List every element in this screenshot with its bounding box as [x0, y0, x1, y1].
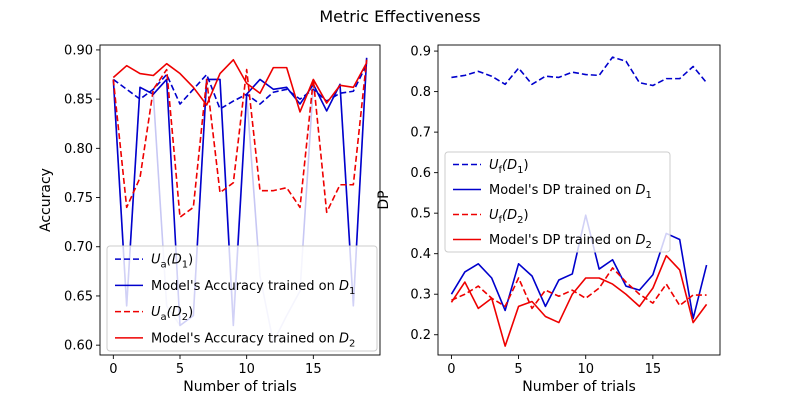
legend-label-subscript: 2	[517, 215, 523, 226]
x-tick-label: 10	[577, 362, 594, 377]
series-line-0	[112, 64, 368, 110]
legend-item: Model's DP trained on D1	[453, 183, 652, 201]
legend-label-part: Model's Accuracy trained on	[151, 331, 339, 346]
y-tick-label: 0.7	[410, 126, 431, 141]
y-tick-label: 0.8	[410, 85, 431, 100]
legend-label-part: )	[188, 253, 193, 268]
y-tick-label: 0.85	[64, 93, 93, 108]
y-tick-label: 0.2	[410, 328, 431, 343]
x-tick-label: 0	[109, 362, 117, 377]
legend-label-part: U	[489, 208, 499, 223]
legend-label: Ua(D1)	[151, 253, 193, 271]
legend-item: Ua(D1)	[115, 253, 193, 271]
legend-label-subscript: 1	[645, 190, 651, 201]
legend-label-part: )	[524, 158, 529, 173]
legend-label: Uf(D1)	[489, 158, 529, 176]
y-axis-label: DP	[376, 190, 392, 209]
legend-item: Model's Accuracy trained on D1	[115, 279, 355, 297]
y-tick-label: 0.70	[64, 240, 93, 255]
legend-label-part: D	[339, 279, 349, 294]
legend-label-part: Model's Accuracy trained on	[151, 279, 339, 294]
y-tick-label: 0.3	[410, 288, 431, 303]
legend-label-part: (D	[502, 158, 517, 173]
legend-label-subscript: 1	[517, 165, 523, 176]
legend-label-part: )	[188, 305, 193, 320]
x-tick-label: 0	[447, 362, 455, 377]
legend-label: Model's Accuracy trained on D1	[151, 279, 355, 297]
legend-item: Model's Accuracy trained on D2	[115, 331, 355, 349]
legend-item: Uf(D2)	[453, 208, 529, 226]
y-tick-label: 0.65	[64, 289, 93, 304]
legend-label-part: D	[339, 331, 349, 346]
legend-label: Model's DP trained on D1	[489, 183, 652, 201]
y-tick-label: 0.90	[64, 43, 93, 58]
x-tick-label: 15	[305, 362, 322, 377]
y-tick-label: 0.5	[410, 207, 431, 222]
series-line-2	[112, 57, 368, 344]
x-tick-label: 5	[514, 362, 522, 377]
y-tick-label: 0.80	[64, 142, 93, 157]
plot-frame	[437, 44, 721, 356]
legend-label-part: (D	[167, 253, 182, 268]
y-axis-label: Accuracy	[38, 168, 54, 232]
legend-label-subscript: 1	[349, 286, 355, 297]
legend-item: Model's DP trained on D2	[453, 233, 652, 251]
x-tick-label: 10	[238, 362, 255, 377]
legend-label: Model's Accuracy trained on D2	[151, 331, 355, 349]
y-tick-label: 0.6	[410, 166, 431, 181]
legend-label: Model's DP trained on D2	[489, 233, 652, 251]
y-tick-label: 0.4	[410, 247, 431, 262]
legend-label-subscript: 2	[182, 312, 188, 323]
x-tick-label: 5	[176, 362, 184, 377]
dp-chart: 0 5 10 15 0.2 0.3 0.4 0.5 0.6 0.7 0.8 0.9 Number of …	[376, 44, 721, 395]
legend-label-subscript: f	[499, 215, 503, 226]
legend-label-part: (D	[167, 305, 182, 320]
figure-title: Metric Effectiveness	[319, 7, 480, 26]
series-line-2	[451, 267, 707, 310]
legend-label-subscript: f	[499, 165, 503, 176]
y-tick-label: 0.9	[410, 45, 431, 60]
legend-box	[444, 151, 671, 253]
legend-label-part: Model's DP trained on	[489, 233, 635, 248]
legend-label-part: D	[635, 233, 645, 248]
series-line-3	[112, 59, 368, 219]
legend-label-part: (D	[502, 208, 517, 223]
legend-item: Ua(D2)	[115, 305, 193, 323]
legend-label-part: U	[489, 158, 499, 173]
x-tick-label: 15	[645, 362, 662, 377]
legend-label-subscript: a	[161, 260, 167, 271]
legend-item: Uf(D1)	[453, 158, 529, 176]
legend: Ua(D1)Model's Accuracy trained on D1Ua(D…	[106, 245, 378, 352]
series-line-3	[450, 254, 708, 347]
legend: Uf(D1)Model's DP trained on D1Uf(D2)Mode…	[444, 151, 671, 253]
x-axis-label: Number of trials	[183, 379, 297, 395]
legend-label-subscript: 2	[349, 338, 355, 349]
legend-label-part: D	[635, 183, 645, 198]
plot-frame	[99, 44, 381, 356]
series-line-4	[112, 58, 368, 113]
legend-label-subscript: a	[161, 312, 167, 323]
legend-label-part: Model's DP trained on	[489, 183, 635, 198]
legend-label-part: U	[151, 253, 161, 268]
legend-label: Uf(D2)	[489, 208, 529, 226]
x-axis-label: Number of trials	[522, 379, 636, 395]
legend-box	[106, 245, 378, 352]
legend-label-part: U	[151, 305, 161, 320]
legend-label-subscript: 1	[182, 260, 188, 271]
legend-label-subscript: 2	[645, 240, 651, 251]
legend-label-part: )	[524, 208, 529, 223]
accuracy-chart: 0 5 10 15 0.60 0.65 0.70 0.75 0.80 0.85 0.90 Number…	[38, 43, 381, 395]
y-tick-label: 0.75	[64, 191, 93, 206]
y-tick-label: 0.60	[64, 339, 93, 354]
legend-label: Ua(D2)	[151, 305, 193, 323]
series-line-1	[112, 57, 368, 327]
